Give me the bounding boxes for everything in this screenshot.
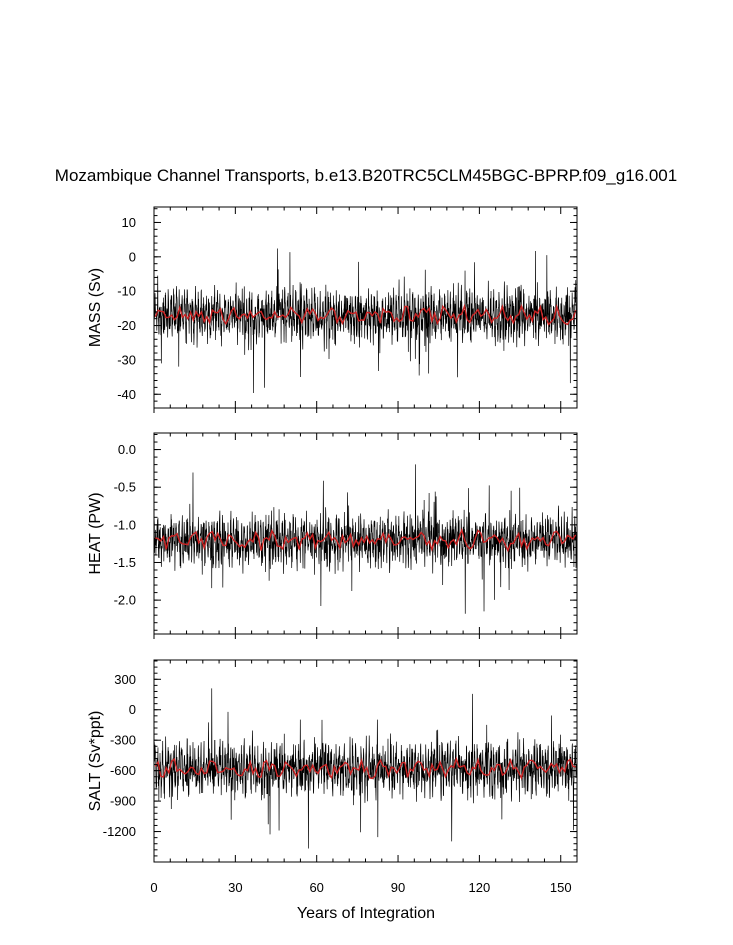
y-tick-label: 10 xyxy=(122,215,136,230)
y-tick-label: 0.0 xyxy=(118,442,136,457)
x-axis-label: Years of Integration xyxy=(297,905,435,922)
y-tick-label: -40 xyxy=(117,387,136,402)
x-tick-label: 60 xyxy=(309,880,323,895)
x-tick-label: 30 xyxy=(228,880,242,895)
y-axis-label-1: MASS (Sv) xyxy=(87,268,104,347)
chart-title: Mozambique Channel Transports, b.e13.B20… xyxy=(55,166,677,185)
y-axis-label-3: SALT (Sv*ppt) xyxy=(87,711,104,812)
y-tick-label: 0 xyxy=(129,702,136,717)
panel-1: 10 0 -10 -20 -30 -40 MASS (Sv) xyxy=(87,206,578,413)
y-tick-label: 300 xyxy=(114,672,136,687)
y-tick-label: -20 xyxy=(117,318,136,333)
smoothed-series-line-1 xyxy=(154,303,577,326)
x-axis-tick-labels: 0 30 60 90 120 150 xyxy=(150,880,571,895)
y-tick-label: -30 xyxy=(117,352,136,367)
y-tick-label: -1.0 xyxy=(114,517,136,532)
y-tick-label: -0.5 xyxy=(114,480,136,495)
monthly-series-line-3 xyxy=(154,688,577,849)
y-tick-label: -1.5 xyxy=(114,555,136,570)
y-tick-label: 0 xyxy=(129,249,136,264)
x-tick-label: 0 xyxy=(150,880,157,895)
y-axis-label-2: HEAT (PW) xyxy=(87,492,104,574)
y-tick-label: -1200 xyxy=(103,824,136,839)
x-tick-label: 90 xyxy=(391,880,405,895)
panels-group: 10 0 -10 -20 -30 -40 MASS (Sv) 0.0 -0.5 -1.0 -1.5 -… xyxy=(87,206,578,863)
monthly-series-line-2 xyxy=(154,464,577,614)
x-tick-label: 150 xyxy=(550,880,572,895)
panel-3: 300 0 -300 -600 -900 -1200 SALT (Sv*ppt) xyxy=(87,659,578,863)
x-tick-label: 120 xyxy=(469,880,491,895)
monthly-series-line-1 xyxy=(154,248,577,393)
y-tick-label: -600 xyxy=(110,763,136,778)
smoothed-series-line-3 xyxy=(154,756,576,780)
y-tick-label: -10 xyxy=(117,284,136,299)
smoothed-series-line-2 xyxy=(155,527,577,553)
y-tick-label: -2.0 xyxy=(114,593,136,608)
y-tick-label: -900 xyxy=(110,794,136,809)
panel-2: 0.0 -0.5 -1.0 -1.5 -2.0 HEAT (PW) xyxy=(87,432,578,639)
y-tick-label: -300 xyxy=(110,733,136,748)
